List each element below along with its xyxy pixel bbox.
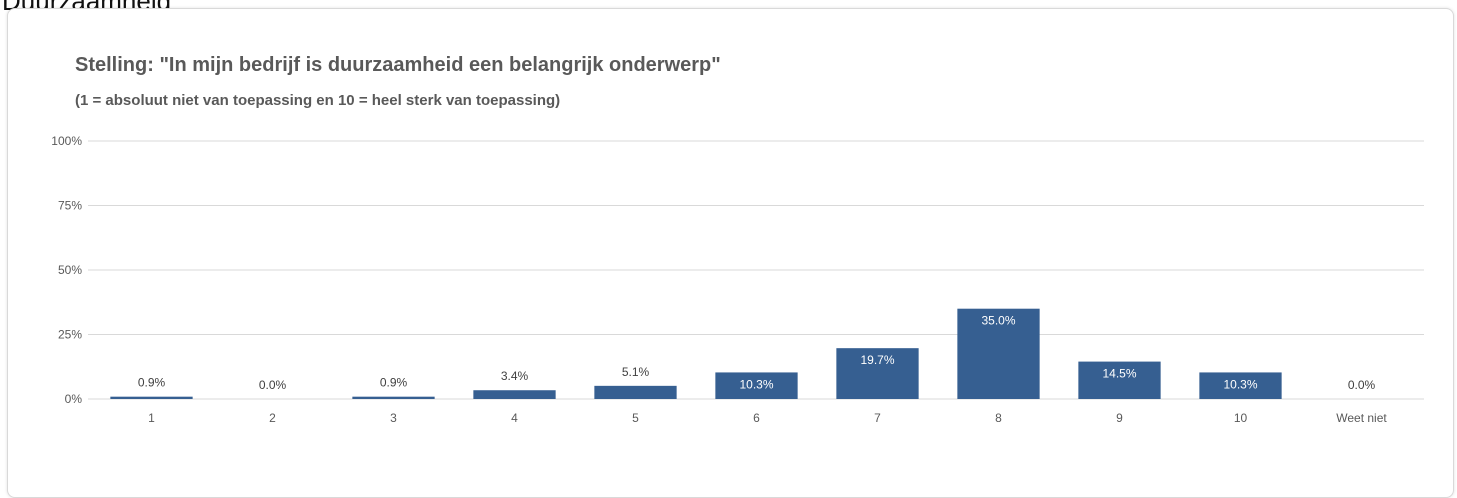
x-tick-label: 5 (632, 411, 639, 425)
data-label: 0.0% (259, 378, 287, 392)
x-tick-label: 1 (148, 411, 155, 425)
chart-card (7, 8, 1454, 498)
y-tick-label: 25% (58, 328, 82, 342)
bar (352, 396, 435, 399)
bar (957, 308, 1040, 399)
bar (594, 385, 677, 399)
data-label: 14.5% (1102, 367, 1136, 381)
chart-subtitle: (1 = absoluut niet van toepassing en 10 … (75, 92, 561, 109)
data-label: 0.9% (380, 376, 408, 390)
x-tick-label: 4 (511, 411, 518, 425)
data-label: 10.3% (739, 377, 773, 391)
x-tick-label: 9 (1116, 411, 1123, 425)
data-label: 19.7% (860, 353, 894, 367)
bar (1078, 361, 1161, 399)
data-label: 3.4% (501, 369, 529, 383)
x-tick-label: 3 (390, 411, 397, 425)
bar (1199, 372, 1282, 399)
x-tick-label: Weet niet (1336, 411, 1387, 425)
y-tick-label: 75% (58, 199, 82, 213)
bar (473, 390, 556, 399)
x-tick-label: 6 (753, 411, 760, 425)
data-label: 0.9% (138, 376, 166, 390)
data-label: 0.0% (1348, 378, 1376, 392)
chart-title: Stelling: "In mijn bedrijf is duurzaamhe… (75, 54, 721, 76)
bar (836, 348, 919, 399)
data-label: 10.3% (1223, 377, 1257, 391)
x-tick-label: 8 (995, 411, 1002, 425)
y-tick-label: 50% (58, 263, 82, 277)
data-label: 5.1% (622, 365, 650, 379)
y-tick-label: 100% (51, 134, 82, 148)
bar (715, 372, 798, 399)
x-tick-label: 10 (1234, 411, 1248, 425)
bar (110, 396, 193, 399)
x-tick-label: 2 (269, 411, 276, 425)
data-label: 35.0% (981, 314, 1015, 328)
y-tick-label: 0% (65, 392, 83, 406)
bar-chart: 0% 25% 50% 75% 100% 0.9% 1 0.0% 2 0.9% 3 3.4% 4 5.1% 5… (51, 134, 1424, 425)
x-tick-label: 7 (874, 411, 881, 425)
